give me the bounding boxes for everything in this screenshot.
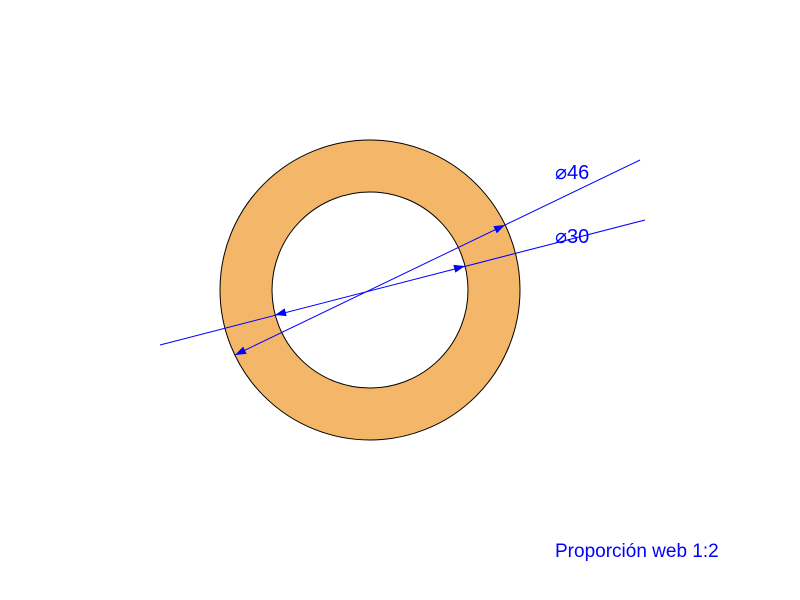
outer-diameter-label: ⌀46: [555, 160, 589, 185]
ring-diagram-svg: [0, 0, 800, 600]
diagram-canvas: ⌀46 ⌀30 Proporción web 1:2: [0, 0, 800, 600]
inner-diameter-label: ⌀30: [555, 224, 589, 249]
scale-footer-label: Proporción web 1:2: [555, 541, 719, 563]
inner-dim-arrow-a: [275, 308, 287, 316]
inner-dim-arrow-b: [453, 265, 465, 273]
